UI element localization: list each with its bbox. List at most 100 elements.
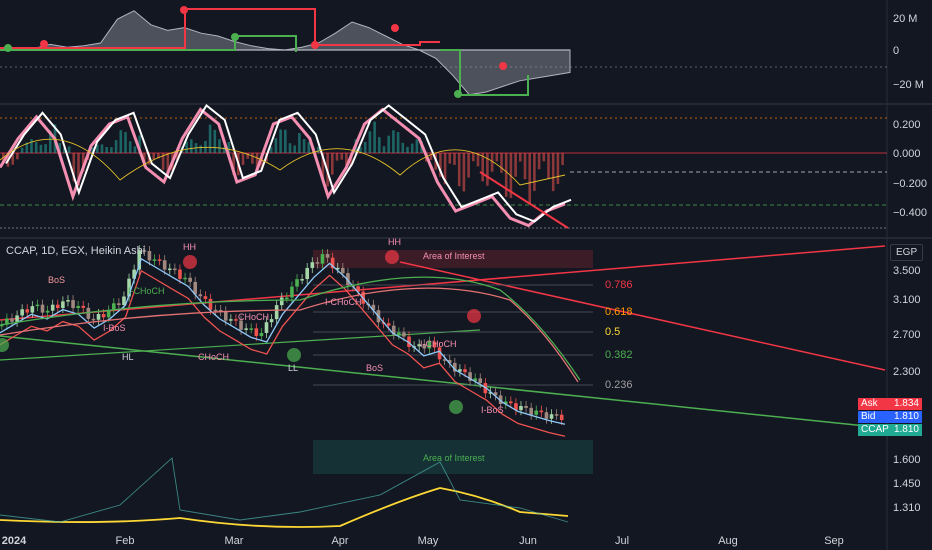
histogram-bar xyxy=(453,153,456,165)
histogram-bar xyxy=(11,153,14,165)
oscillator-pane xyxy=(0,104,887,229)
histogram-bar xyxy=(335,153,339,161)
candle-body xyxy=(346,273,350,286)
candle-body xyxy=(81,305,86,308)
candle-body xyxy=(61,301,65,309)
currency-label[interactable]: EGP xyxy=(890,244,924,261)
annotation-label: CHoCH xyxy=(238,312,269,322)
annotation-label: Area of Interest xyxy=(423,453,485,463)
histogram-bar xyxy=(138,135,141,153)
candle-body xyxy=(5,318,9,325)
histogram-bar xyxy=(124,132,127,153)
candle-body xyxy=(50,304,55,311)
histogram-bar xyxy=(246,153,249,159)
symbol-legend[interactable]: CCAP, 1D, EGX, Heikin Ashi xyxy=(6,245,146,257)
histogram-bar xyxy=(67,146,71,153)
histogram-bar xyxy=(25,142,29,153)
y-axis-labels: 20 M 0 −20 M 0.200 0.000 −0.200 −0.400 3.500 3.1… xyxy=(893,13,927,514)
x-tick-label: Apr xyxy=(331,535,348,547)
signal-dot xyxy=(454,90,462,98)
histogram-bar xyxy=(500,153,503,173)
candle-body xyxy=(30,306,35,313)
candle-body xyxy=(402,332,406,337)
y-tick-label: 2.300 xyxy=(893,366,921,378)
candle-body xyxy=(137,250,142,270)
candle-body xyxy=(173,268,177,271)
candle-body xyxy=(468,372,472,381)
candle-body xyxy=(35,304,40,307)
candle-body xyxy=(519,405,523,411)
candle-body xyxy=(152,259,157,261)
fib-level-label: 0.618 xyxy=(605,306,633,318)
histogram-bar xyxy=(128,141,132,153)
volume-flow-area xyxy=(0,10,571,96)
histogram-bar xyxy=(100,144,104,153)
candle-body xyxy=(305,268,310,280)
candle-body xyxy=(0,324,4,327)
histogram-bar xyxy=(279,129,282,153)
x-tick-label: 2024 xyxy=(2,535,27,547)
histogram-bar xyxy=(114,140,118,153)
x-tick-label: Aug xyxy=(718,535,738,547)
histogram-bar xyxy=(359,147,362,153)
histogram-bar xyxy=(542,153,546,162)
pivot-marker xyxy=(449,400,463,414)
histogram-bar xyxy=(293,145,296,153)
annotation-label: I-CHoCH xyxy=(325,297,362,307)
candle-body xyxy=(514,403,518,411)
candle-body xyxy=(147,250,152,261)
candle-body xyxy=(453,362,457,372)
trendline-green-down xyxy=(0,335,886,429)
y-tick-label: 0.000 xyxy=(893,148,921,160)
candle-body xyxy=(142,250,147,252)
candle-body xyxy=(493,392,498,396)
lower-indicator-teal xyxy=(0,457,569,523)
signal-dot xyxy=(499,62,507,70)
pivot-marker xyxy=(183,255,197,269)
candle-body xyxy=(488,392,493,394)
histogram-bar xyxy=(157,153,160,159)
annotation-label: Area of Interest xyxy=(423,251,485,261)
histogram-bar xyxy=(119,130,123,153)
candle-body xyxy=(437,347,442,360)
ma-green xyxy=(0,276,581,381)
candle-body xyxy=(290,286,294,298)
y-tick-label: 1.310 xyxy=(893,502,921,514)
candle-body xyxy=(71,300,75,309)
histogram-bar xyxy=(462,153,466,192)
histogram-bar xyxy=(448,153,452,164)
candle-body xyxy=(239,320,243,330)
candle-body xyxy=(549,414,554,419)
candle-body xyxy=(203,296,208,299)
candle-body xyxy=(188,277,192,282)
histogram-bar xyxy=(30,139,33,153)
y-tick-label: −0.400 xyxy=(893,207,927,219)
candle-body xyxy=(101,314,106,318)
bid-label: Bid xyxy=(861,411,876,422)
oscillator-red-trend xyxy=(479,171,569,229)
candle-body xyxy=(509,401,513,404)
histogram-bar xyxy=(443,153,447,185)
y-tick-label: 1.450 xyxy=(893,478,921,490)
histogram-bar xyxy=(77,153,80,186)
histogram-bar xyxy=(486,153,489,186)
histogram-bar xyxy=(316,147,320,153)
candle-body xyxy=(427,341,432,349)
fib-level-label: 0.382 xyxy=(605,349,633,361)
annotation-label: BoS xyxy=(48,275,65,285)
candle-body xyxy=(442,359,447,361)
candle-body xyxy=(422,344,427,349)
candle-body xyxy=(534,410,539,415)
candle-body xyxy=(249,328,254,330)
candle-body xyxy=(234,319,238,321)
candle-body xyxy=(193,281,198,295)
histogram-bar xyxy=(39,144,43,153)
candle-body xyxy=(371,304,376,311)
y-tick-label: 2.700 xyxy=(893,329,921,341)
histogram-bar xyxy=(110,147,113,153)
histogram-bar xyxy=(392,130,395,153)
annotation-label: HL xyxy=(122,352,134,362)
histogram-bar xyxy=(302,139,306,153)
candle-body xyxy=(45,310,50,313)
